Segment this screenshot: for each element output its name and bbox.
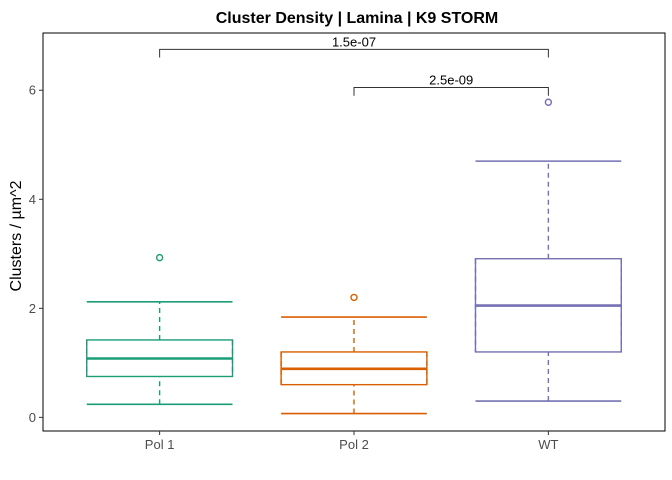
significance-bracket	[353, 87, 549, 96]
outlier-wt	[544, 98, 553, 106]
chart-title: Cluster Density | Lamina | K9 STORM	[216, 10, 499, 27]
significance-label: 1.5e-07	[332, 34, 376, 49]
chart-marks: 0 2 4 6 Pol 1 Pol 2 WT 1.5e-07 2.5e-09	[29, 34, 622, 452]
y-tick-label: 2	[29, 301, 36, 316]
x-tick-label: WT	[538, 437, 558, 452]
outlier-pol-1	[155, 253, 164, 262]
y-axis-label: Clusters / µm^2	[8, 180, 25, 291]
significance-label: 2.5e-09	[429, 73, 473, 88]
x-tick-label: Pol 1	[145, 437, 175, 452]
y-tick-label: 4	[29, 192, 36, 207]
x-tick-label: Pol 2	[339, 437, 369, 452]
significance-bracket	[159, 48, 549, 58]
y-tick-label: 6	[29, 83, 36, 98]
y-tick-label: 0	[29, 410, 36, 425]
outlier-pol-2	[350, 293, 358, 302]
